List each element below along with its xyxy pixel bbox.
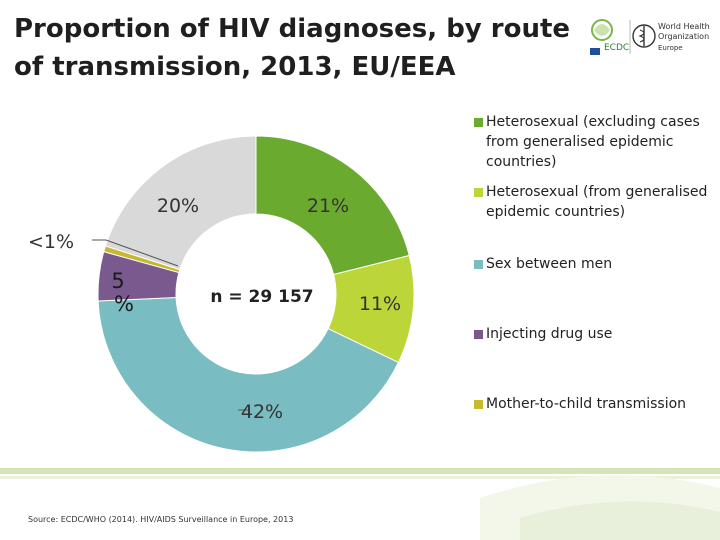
legend-item-2: Sex between men (474, 254, 714, 274)
legend-label-0: Heterosexual (excluding cases from gener… (486, 114, 700, 170)
slice-label-1: 11% (359, 293, 401, 315)
legend-item-0: Heterosexual (excluding cases from gener… (474, 112, 714, 172)
legend-label-1: Heterosexual (from generalised epidemic … (486, 184, 708, 220)
donut-slices (97, 135, 415, 453)
slice-labels: 21% 11% 42% 5 % <1% 20% (28, 195, 401, 423)
legend-swatch-1 (474, 188, 483, 197)
ecdc-logo-text: ECDC (604, 43, 629, 53)
legend-label-2: Sex between men (486, 256, 613, 272)
slice-label-4: <1% (28, 231, 74, 253)
legend-swatch-3 (474, 330, 483, 339)
who-logo-text-1: World Health (658, 22, 710, 31)
ecdc-logo: ECDC (590, 19, 629, 55)
who-logo-text-3: Europe (658, 44, 683, 52)
who-logo: World Health Organization Europe (632, 22, 710, 52)
legend-swatch-2 (474, 260, 483, 269)
footer-band (0, 468, 720, 540)
donut-slice-2 (97, 297, 400, 453)
slice-label-0: 21% (307, 195, 349, 217)
leader-line-4 (92, 239, 179, 267)
donut-slice-0 (255, 135, 410, 276)
slice-label-3: 5% (111, 269, 134, 316)
slice-label-2: 42% (241, 401, 283, 423)
source-note: Source: ECDC/WHO (2014). HIV/AIDS Survei… (28, 515, 294, 524)
page-title: Proportion of HIV diagnoses, by route of… (14, 14, 571, 82)
legend-label-3: Injecting drug use (486, 326, 613, 342)
legend-item-4: Mother-to-child transmission (474, 394, 714, 414)
slice-label-5: 20% (157, 195, 199, 217)
legend-label-4: Mother-to-child transmission (486, 396, 687, 412)
legend-swatch-0 (474, 118, 483, 127)
legend-item-3: Injecting drug use (474, 324, 714, 344)
legend-item-1: Heterosexual (from generalised epidemic … (474, 182, 714, 222)
leader-lines (92, 239, 250, 411)
who-logo-text-2: Organization (658, 32, 709, 41)
donut-slice-5 (104, 135, 257, 271)
center-label: n = 29 157 (210, 287, 313, 307)
legend-swatch-4 (474, 400, 483, 409)
logos: ECDC World Health Organization Europe (590, 19, 710, 55)
